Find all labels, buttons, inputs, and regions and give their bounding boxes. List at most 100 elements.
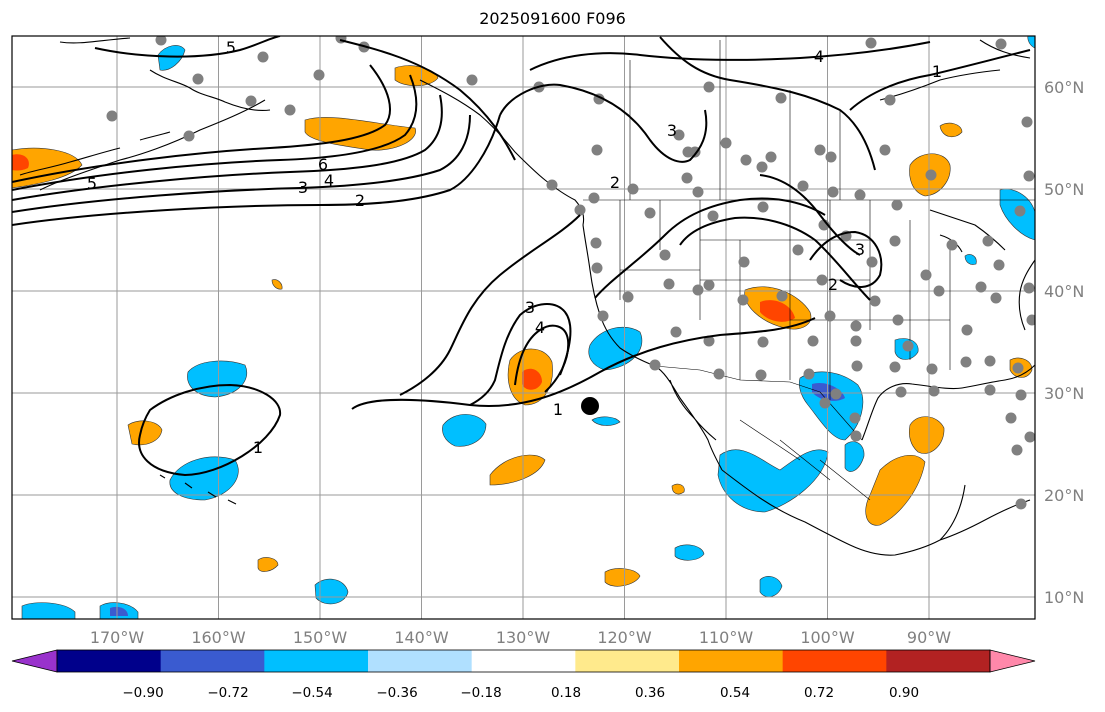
contour-label: 2 [355, 191, 365, 210]
anomaly-negative-patch [964, 254, 977, 265]
colorbar-ticks: −0.90 −0.72 −0.54 −0.36 −0.18 0.18 0.36 … [122, 685, 919, 701]
contour-label: 1 [932, 62, 942, 81]
contour-line-upper-ridge [529, 41, 931, 71]
colorbar-tick-label: 0.90 [889, 685, 919, 701]
canada-provinces [629, 40, 841, 200]
colorbar-tick-label: 0.72 [804, 685, 834, 701]
lon-label: 170°W [90, 628, 145, 647]
anomaly-positive-patch [939, 122, 963, 138]
contour-label: 4 [814, 47, 824, 66]
colorbar-segment [782, 650, 887, 672]
colorbar [11, 649, 1036, 673]
colorbar-extend-low [11, 649, 58, 673]
contour-label: 2 [610, 173, 620, 192]
contour-label: 4 [535, 318, 545, 337]
anomaly-positive-patch [865, 455, 926, 526]
east-coast [1018, 259, 1035, 331]
contour-label: 1 [253, 438, 263, 457]
anomaly-positive-patch [271, 279, 283, 290]
graticule [12, 36, 1035, 619]
hawaii-islands [159, 474, 237, 505]
contour-line-1-ridge [659, 36, 876, 171]
anomaly-positive-core [522, 368, 542, 390]
map-area: 6 4 3 2 5 5 2 3 4 1 3 2 3 4 1 1 [12, 36, 1035, 619]
lat-label: 10°N [1044, 588, 1084, 607]
colorbar-segment [575, 650, 680, 672]
canada-east [879, 39, 1031, 101]
aleutians [19, 131, 171, 176]
contour-line-west-2 [12, 114, 501, 226]
anomaly-positive-patch [671, 483, 685, 495]
mexico-coast [721, 469, 941, 556]
contour-line-west-3 [12, 114, 471, 213]
colorbar-segment [160, 650, 265, 672]
colorbar-tick-label: −0.18 [460, 685, 501, 701]
contour-line-west-6 [12, 64, 391, 183]
colorbar-tick-label: −0.72 [207, 685, 248, 701]
contour-line-sw-1 [351, 317, 816, 410]
storm-center-marker [581, 397, 599, 415]
mexico-states [739, 419, 871, 501]
contour-line-west-5 [12, 74, 418, 191]
contour-line-east-2 [594, 197, 826, 299]
contour-label: 3 [298, 178, 308, 197]
contour-labels: 6 4 3 2 5 5 2 3 4 1 3 2 3 4 1 1 [87, 38, 942, 457]
alaska-coast [39, 37, 271, 191]
anomaly-negative-patch [21, 602, 76, 619]
colorbar-tick-label: 0.18 [551, 685, 581, 701]
contour-line-east-3 [809, 230, 883, 288]
contour-line-sw-2 [399, 214, 581, 396]
contour-label: 1 [553, 400, 563, 419]
colorbar-tick-label: −0.54 [291, 685, 332, 701]
lon-label: 130°W [496, 628, 551, 647]
anomaly-negative-patch [759, 576, 783, 598]
contour-lines [12, 36, 1031, 477]
anomaly-negative-core [110, 606, 128, 616]
contour-label: 6 [318, 155, 328, 174]
lon-label: 100°W [800, 628, 855, 647]
lon-label: 160°W [191, 628, 246, 647]
colorbar-segment [471, 650, 576, 672]
lat-label: 20°N [1044, 486, 1084, 505]
lon-label: 90°W [907, 628, 951, 647]
contour-line-hawaii-1 [138, 383, 282, 477]
baja-coast [654, 365, 723, 471]
state-lines [619, 200, 951, 400]
anomaly-fills [12, 36, 1035, 619]
lon-label: 150°W [293, 628, 348, 647]
contour-line-gulf [499, 83, 708, 163]
anomaly-negative-patch [674, 544, 705, 561]
contour-line-east-2b [679, 216, 871, 301]
latitude-labels: 60°N 50°N 40°N 30°N 20°N 10°N [1044, 78, 1084, 607]
contour-line-sw-4 [514, 324, 570, 393]
anomaly-positive-patch [604, 568, 641, 587]
contour-label: 4 [324, 171, 334, 190]
map-frame [11, 35, 1036, 620]
colorbar-extend-high [989, 649, 1036, 673]
lat-label: 40°N [1044, 282, 1084, 301]
contour-label: 3 [525, 298, 535, 317]
colorbar-segment [679, 650, 784, 672]
anomaly-negative-patch [1027, 36, 1035, 49]
anomaly-positive-patch [257, 557, 279, 572]
lon-label: 140°W [394, 628, 449, 647]
lat-label: 60°N [1044, 78, 1084, 97]
contour-label: 3 [855, 240, 865, 259]
contour-label: 5 [226, 38, 236, 57]
colorbar-tick-label: −0.90 [122, 685, 163, 701]
bc-coast [419, 79, 585, 226]
lon-label: 110°W [699, 628, 754, 647]
longitude-labels: 170°W 160°W 150°W 140°W 130°W 120°W 110°… [90, 628, 951, 647]
contour-line-sw-3 [469, 303, 572, 406]
contour-label: 5 [87, 174, 97, 193]
colorbar-outline [56, 649, 991, 673]
contour-line-west-4 [12, 94, 443, 201]
contour-line-north-5 [94, 36, 281, 58]
colorbar-segment [368, 650, 473, 672]
lat-label: 50°N [1044, 180, 1084, 199]
colorbar-segment [886, 650, 991, 672]
anomaly-negative-patch [591, 416, 621, 426]
colorbar-tick-label: 0.54 [720, 685, 750, 701]
anomaly-positive-core [760, 300, 795, 322]
